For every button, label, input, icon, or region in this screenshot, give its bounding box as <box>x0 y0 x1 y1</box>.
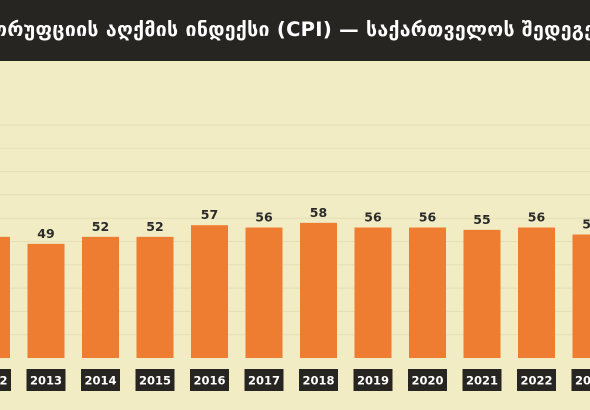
value-label: 56 <box>255 210 273 225</box>
chart-title: კორუფციის აღქმის ინდექსი (CPI) — საქართვ… <box>0 18 590 41</box>
bar <box>572 234 590 358</box>
bar <box>245 227 283 358</box>
tick-label-box <box>244 369 284 391</box>
tick-label: 2020 <box>411 374 443 388</box>
tick-label-box <box>571 369 590 391</box>
tick-label: 2012 <box>0 374 8 388</box>
value-label: 56 <box>419 210 437 225</box>
title-bar: კორუფციის აღქმის ინდექსი (CPI) — საქართვ… <box>0 0 590 61</box>
tick-label: 2014 <box>84 374 116 388</box>
bar <box>354 227 392 358</box>
tick-label-box <box>81 369 120 391</box>
tick-label-box <box>517 369 556 391</box>
tick-label: 2023 <box>575 374 590 388</box>
tick-label-box <box>190 369 229 391</box>
bar <box>136 236 174 358</box>
value-label: 56 <box>364 210 382 225</box>
tick-label-box <box>299 369 338 391</box>
tick-label-box <box>0 369 11 391</box>
bar <box>409 227 446 358</box>
tick-label: 2016 <box>193 374 225 388</box>
tick-label-box <box>26 369 66 391</box>
tick-label: 2021 <box>466 374 498 388</box>
tick-label-box <box>462 369 502 391</box>
value-label: 49 <box>37 226 54 241</box>
value-label: 52 <box>92 219 109 234</box>
value-label: 56 <box>528 210 546 225</box>
bar <box>27 243 65 358</box>
value-labels: 49 52 52 57 56 58 56 56 55 56 53 <box>37 205 590 241</box>
bar <box>191 225 228 358</box>
bar <box>0 236 10 358</box>
tick-label: 2013 <box>30 374 62 388</box>
bar <box>518 227 555 358</box>
tick-label: 2015 <box>139 374 171 388</box>
value-label: 53 <box>582 217 590 232</box>
tick-label-box <box>353 369 393 391</box>
tick-label-box <box>408 369 447 391</box>
value-label: 52 <box>146 219 163 234</box>
tick-label: 2019 <box>357 374 389 388</box>
x-axis-ticks: 2012 2013 2014 2015 2016 2017 2018 2019 2020 2021… <box>0 369 590 391</box>
tick-label: 2022 <box>520 374 552 388</box>
value-label: 55 <box>473 212 490 227</box>
bars <box>0 222 590 358</box>
bar <box>463 229 501 358</box>
tick-label: 2018 <box>302 374 334 388</box>
tick-label: 2017 <box>248 374 280 388</box>
value-label: 57 <box>201 207 218 222</box>
bar <box>82 236 119 358</box>
tick-label-box <box>135 369 175 391</box>
bar <box>300 222 337 358</box>
bar-chart: 4952525756585656555653 20122013201420152… <box>0 124 590 391</box>
value-label: 58 <box>310 205 327 220</box>
